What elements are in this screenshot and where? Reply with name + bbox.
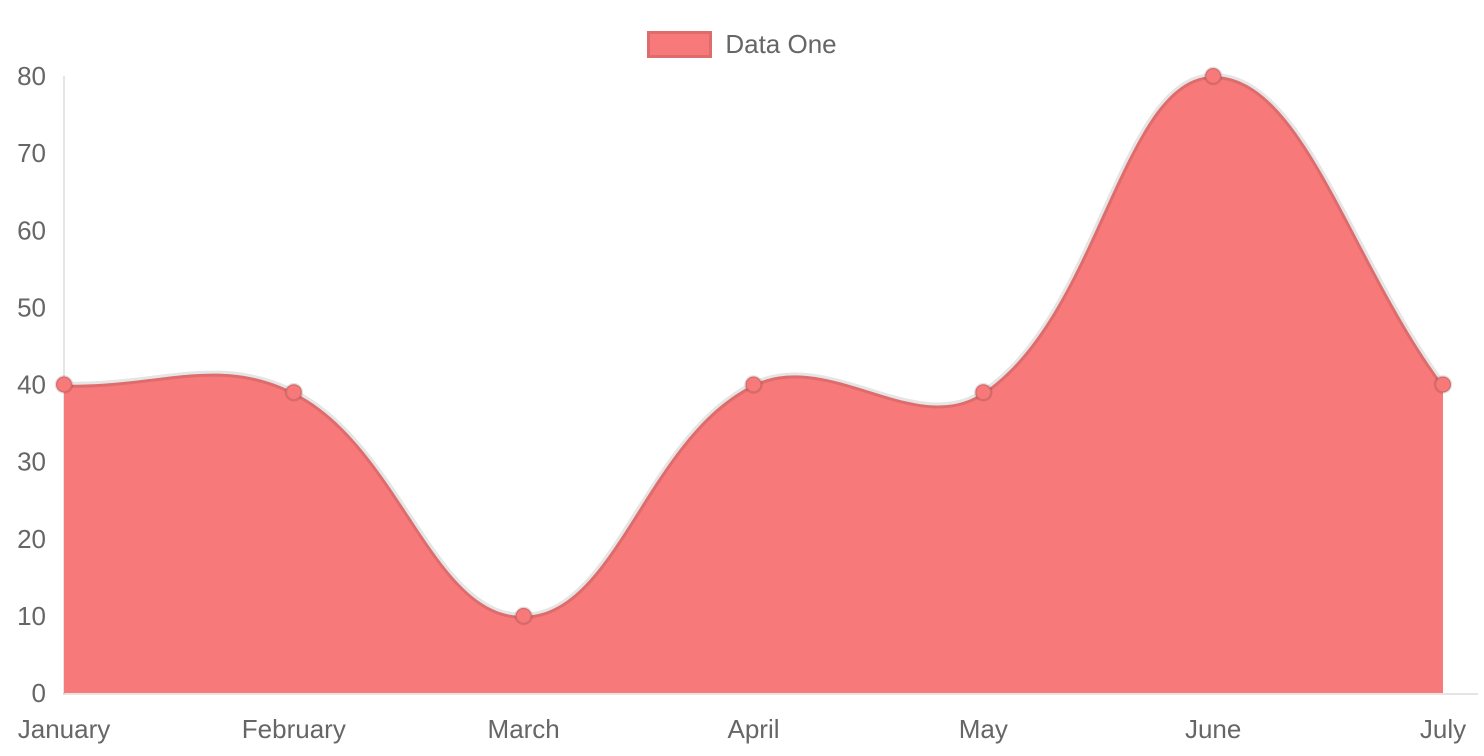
legend[interactable]: Data One xyxy=(0,29,1484,59)
y-tick-70: 70 xyxy=(17,138,46,168)
x-tick-january: January xyxy=(18,714,111,744)
x-tick-march: March xyxy=(488,714,560,744)
x-tick-may: May xyxy=(959,714,1008,744)
data-point-may[interactable] xyxy=(974,382,993,402)
y-tick-80: 80 xyxy=(17,61,46,91)
x-tick-july: July xyxy=(1420,714,1466,744)
data-point-february[interactable] xyxy=(284,382,304,402)
y-tick-50: 50 xyxy=(17,292,46,322)
x-tick-april: April xyxy=(727,714,779,744)
data-point-june[interactable] xyxy=(1203,66,1223,86)
y-tick-30: 30 xyxy=(17,447,46,477)
data-point-march[interactable] xyxy=(514,606,533,626)
data-point-july[interactable] xyxy=(1433,375,1453,394)
legend-swatch xyxy=(647,30,713,58)
y-tick-20: 20 xyxy=(17,524,46,554)
data-point-january[interactable] xyxy=(54,375,74,394)
y-tick-0: 0 xyxy=(32,678,46,708)
y-tick-60: 60 xyxy=(17,215,46,245)
y-tick-40: 40 xyxy=(17,370,46,400)
x-tick-february: February xyxy=(242,714,346,744)
x-tick-june: June xyxy=(1185,714,1241,744)
legend-label: Data One xyxy=(725,29,837,59)
y-tick-10: 10 xyxy=(17,601,46,631)
data-point-april[interactable] xyxy=(744,375,763,394)
